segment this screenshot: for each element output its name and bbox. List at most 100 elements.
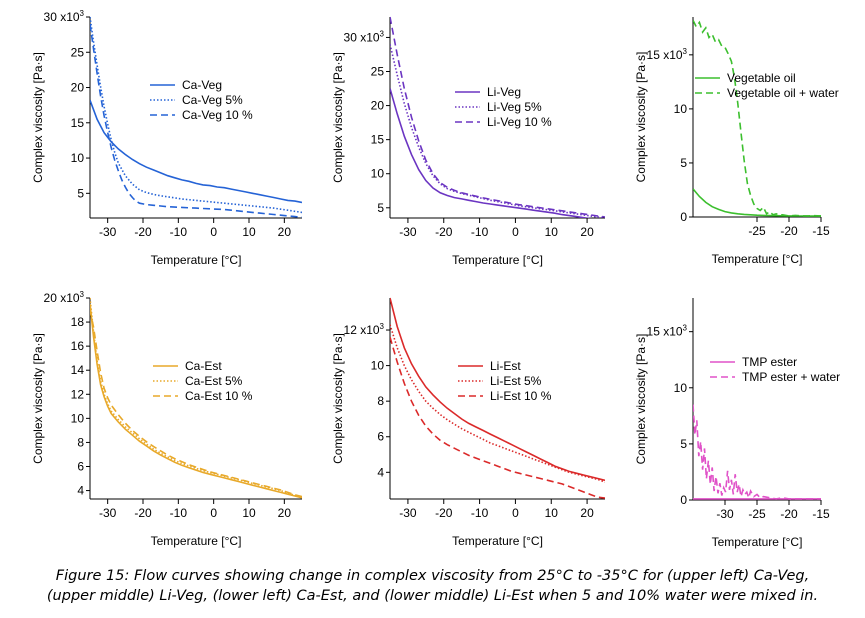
x-tick-label: 10 [545,225,559,239]
x-tick-label: -30 [99,506,117,520]
x-axis-label: Temperature [°C] [151,253,242,267]
x-tick-label: 0 [512,225,519,239]
x-tick-label: -10 [170,225,188,239]
y-axis-label: Complex viscosity [Pa·s] [331,52,345,183]
x-tick-label: -20 [780,507,798,521]
x-tick-label: -15 [812,224,830,238]
y-exponent: 3 [80,290,85,299]
y-tick-label: 10 [371,167,385,181]
y-tick-label: 10 [71,151,85,165]
x-tick-label: -15 [812,507,830,521]
x-tick-label: 10 [242,225,256,239]
series-line-ca-est [90,303,302,499]
y-tick-label: 8 [377,394,384,408]
x-tick-label: 20 [580,225,594,239]
y-exponent: 3 [683,324,688,333]
legend-label: Li-Est [490,359,521,373]
y-tick-label: 15 [371,133,385,147]
x-tick-label: 20 [278,225,292,239]
series-line-li-veg [390,88,592,218]
x-tick-label: -20 [435,225,453,239]
legend-label: Ca-Est 5% [185,374,243,388]
y-tick-label: 15 x103 [647,324,688,339]
legend-label: Ca-Est [185,359,222,373]
legend-label: Li-Veg 5% [487,100,542,114]
x-tick-label: 10 [545,506,559,520]
y-tick-label: 5 [377,201,384,215]
legend-label: Ca-Veg 5% [182,93,243,107]
y-tick-label: 18 [71,315,85,329]
y-tick-label: 4 [77,484,84,498]
series-line-li-est-5- [390,324,605,483]
y-exponent: 3 [80,9,85,18]
x-axis-label: Temperature [°C] [712,252,803,266]
x-tick-label: 0 [210,506,217,520]
legend-label: Ca-Veg 10 % [182,108,253,122]
series-line-li-veg-5- [390,44,605,218]
legend-label: Li-Est 5% [490,374,542,388]
y-tick-label: 12 x103 [344,322,385,337]
series-line-vegetable-oil-water [693,19,821,217]
x-tick-label: -25 [748,224,766,238]
x-tick-label: -20 [435,506,453,520]
x-tick-label: -30 [99,225,117,239]
y-axis-label: Complex viscosity [Pa·s] [31,333,45,464]
x-tick-label: -10 [471,506,489,520]
caption-line-2: (upper middle) Li-Veg, (lower left) Ca-E… [46,588,819,604]
chart-ca-est: -30 -20 -10 0 10 20 4 6 8 10 12 14 16 18 20 x103 Temper… [31,290,302,548]
series-line-tmp-ester-water [693,404,821,500]
y-tick-label: 14 [71,363,85,377]
legend-label: TMP ester [742,355,797,369]
y-tick-label: 10 [371,359,385,373]
x-axis-label: Temperature [°C] [151,534,242,548]
y-tick-label: 20 [71,81,85,95]
legend-label: Ca-Est 10 % [185,389,253,403]
legend-label: Li-Est 10 % [490,389,552,403]
y-tick-label: 30 x103 [344,29,385,44]
figure: -30 -20 -10 0 10 20 5 10 15 20 25 30 x103 Temperatur… [31,9,840,549]
y-tick-label: 4 [377,465,384,479]
x-tick-label: 20 [580,506,594,520]
x-tick-label: -20 [780,224,798,238]
x-tick-label: -25 [748,507,766,521]
x-tick-label: 10 [242,506,256,520]
x-tick-label: -30 [399,225,417,239]
series-line-ca-veg-5- [90,16,302,214]
legend-label: Ca-Veg [182,78,222,92]
y-tick-label: 6 [377,430,384,444]
x-tick-label: 0 [512,506,519,520]
y-tick-label: 5 [680,437,687,451]
y-axis-label: Complex viscosity [Pa·s] [634,52,648,183]
x-tick-label: 0 [210,225,217,239]
x-tick-label: -30 [399,506,417,520]
chart-tmp-ester: -30 -25 -20 -15 0 5 10 15 x103 Temperature [°C] C… [634,298,840,549]
x-tick-label: -30 [716,507,734,521]
y-tick-label: 15 x103 [647,47,688,62]
y-tick-label: 25 [71,45,85,59]
y-tick-label: 10 [674,381,688,395]
y-tick-label: 10 [674,102,688,116]
series-line-li-est [390,297,605,482]
figure-caption: Figure 15: Flow curves showing change in… [0,566,865,606]
legend-label: Li-Veg [487,85,521,99]
y-axis-label: Complex viscosity [Pa·s] [31,52,45,183]
y-exponent: 3 [380,29,385,38]
x-tick-label: -20 [134,225,152,239]
y-tick-label: 6 [77,460,84,474]
caption-line-1: Figure 15: Flow curves showing change in… [55,568,810,584]
y-tick-label: 0 [680,493,687,507]
y-tick-label: 8 [77,435,84,449]
chart-ca-veg: -30 -20 -10 0 10 20 5 10 15 20 25 30 x103 Temperatur… [31,9,302,267]
y-tick-label: 25 [371,65,385,79]
y-exponent: 3 [380,322,385,331]
y-tick-label: 15 [71,116,85,130]
chart-veg-oil: -25 -20 -15 0 5 10 15 x103 Temperature [°C] Comp… [634,17,839,266]
y-tick-label: 0 [680,210,687,224]
y-tick-label: 30 x103 [44,9,85,24]
legend-label: Li-Veg 10 % [487,115,552,129]
